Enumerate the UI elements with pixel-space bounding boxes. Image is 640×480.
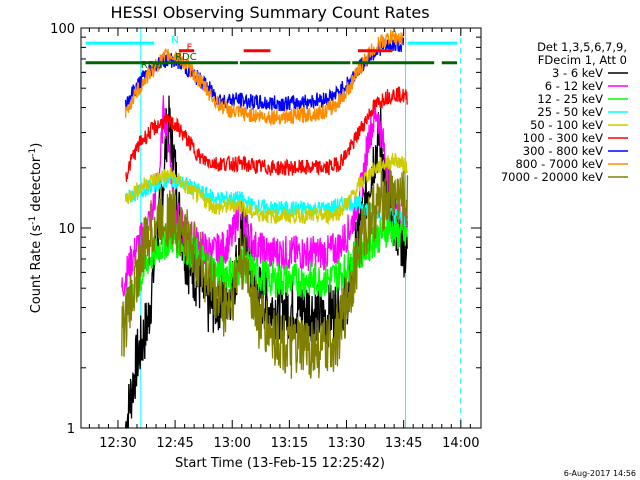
footer-date: 6-Aug-2017 14:56 (564, 469, 636, 478)
annotation-f: F (187, 43, 193, 54)
x-axis: 12:30 12:45 13:00 13:15 13:30 13:45 14:00 (88, 28, 480, 451)
y-tick-label-1: 1 (67, 422, 75, 437)
x-tick-label-12:30: 12:30 (99, 436, 136, 451)
series-line-25-50kev (124, 171, 408, 228)
legend-header-line-2: FDecim 1, Att 0 (538, 53, 627, 67)
x-tick-label-14:00: 14:00 (442, 436, 479, 451)
legend-label-7: 300 - 800 keV (523, 144, 603, 158)
x-tick-label-13:00: 13:00 (214, 436, 251, 451)
y-axis: 1 10 100 (50, 22, 481, 437)
legend-label-9: 7000 - 20000 keV (501, 170, 603, 184)
legend-label-2: 6 - 12 keV (545, 79, 603, 93)
legend-label-6: 100 - 300 keV (523, 131, 603, 145)
annotation-rd6: RD6 (141, 60, 162, 71)
legend-label-8: 800 - 7000 keV (515, 157, 603, 171)
y-tick-label-10: 10 (58, 222, 75, 237)
x-tick-label-13:45: 13:45 (385, 436, 422, 451)
legend-label-3: 12 - 25 keV (537, 92, 603, 106)
series-line-50-100kev (124, 153, 408, 226)
legend-label-5: 50 - 100 keV (530, 118, 603, 132)
series-line-100-300kev (125, 86, 408, 182)
annotation-rdc: RDC (175, 52, 197, 63)
legend-label-4: 25 - 50 keV (537, 105, 603, 119)
series-line-300-800kev (124, 36, 405, 112)
series-line-3-6kev (124, 95, 408, 429)
legend-header-line-1: Det 1,3,5,6,7,9, (537, 40, 627, 54)
annotation-n: N (171, 35, 178, 46)
legend-label-1: 3 - 6 keV (552, 66, 603, 80)
y-tick-label-100: 100 (50, 22, 75, 37)
x-tick-label-13:30: 13:30 (328, 436, 365, 451)
x-tick-label-12:45: 12:45 (156, 436, 193, 451)
legend: Det 1,3,5,6,7,9, FDecim 1, Att 0 3 - 6 k… (501, 40, 628, 184)
y-axis-title: Count Rate (s-1 detector-1) (28, 143, 44, 314)
series-line-7000-20000kev (121, 169, 409, 379)
chart-title: HESSI Observing Summary Count Rates (110, 3, 429, 22)
x-tick-label-13:15: 13:15 (271, 436, 308, 451)
x-axis-title: Start Time (13-Feb-15 12:25:42) (175, 456, 385, 471)
series-line-800-7000kev (124, 29, 405, 127)
